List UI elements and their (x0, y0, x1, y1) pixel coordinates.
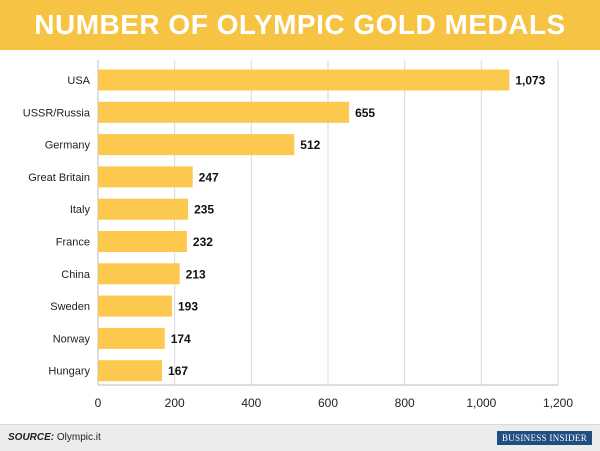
category-label: Germany (45, 140, 91, 152)
data-label: 167 (168, 364, 188, 378)
source-label: SOURCE: (8, 432, 55, 443)
bar (98, 327, 165, 349)
category-label: Great Britain (28, 172, 90, 184)
category-label: USSR/Russia (23, 107, 91, 119)
category-label: USA (67, 75, 90, 87)
data-label: 512 (300, 138, 320, 152)
category-label: Italy (70, 204, 91, 216)
bar (98, 231, 187, 252)
category-label: Hungary (48, 366, 90, 378)
data-label: 174 (171, 332, 191, 346)
data-label: 213 (186, 267, 206, 281)
bar-chart: USA 1,073 USSR/Russia 655 Germany 512 Great Br… (23, 60, 573, 410)
category-label: France (56, 237, 90, 249)
category-label: Norway (53, 333, 91, 345)
bar (98, 295, 172, 317)
footer: SOURCE: Olympic.it BUSINESS INSIDER (0, 424, 600, 451)
bar (98, 69, 510, 91)
bar (98, 198, 189, 220)
x-tick-label: 1,200 (543, 396, 573, 410)
data-label: 247 (199, 170, 219, 184)
category-label: China (61, 269, 91, 281)
x-tick-label: 1,000 (466, 396, 496, 410)
chart-title: NUMBER OF OLYMPIC GOLD MEDALS (34, 9, 566, 40)
bar (98, 166, 193, 188)
x-tick-label: 200 (165, 396, 185, 410)
data-label: 235 (194, 203, 214, 217)
source-note: SOURCE: Olympic.it (8, 432, 101, 443)
category-label: Sweden (50, 301, 90, 313)
chart-header: NUMBER OF OLYMPIC GOLD MEDALS (0, 0, 600, 50)
x-tick-label: 0 (95, 396, 102, 410)
bar (98, 101, 350, 123)
x-tick-label: 800 (395, 396, 415, 410)
chart-area: USA 1,073 USSR/Russia 655 Germany 512 Great Br… (0, 50, 600, 422)
x-tick-label: 400 (241, 396, 261, 410)
bar (98, 134, 295, 156)
data-label: 193 (178, 300, 198, 314)
bar (98, 263, 180, 285)
bar (98, 360, 163, 382)
data-label: 655 (355, 106, 375, 120)
x-tick-label: 600 (318, 396, 338, 410)
source-text: Olympic.it (56, 432, 101, 443)
data-label: 1,073 (515, 74, 545, 88)
data-label: 232 (193, 235, 213, 249)
brand-logo: BUSINESS INSIDER (496, 431, 592, 445)
